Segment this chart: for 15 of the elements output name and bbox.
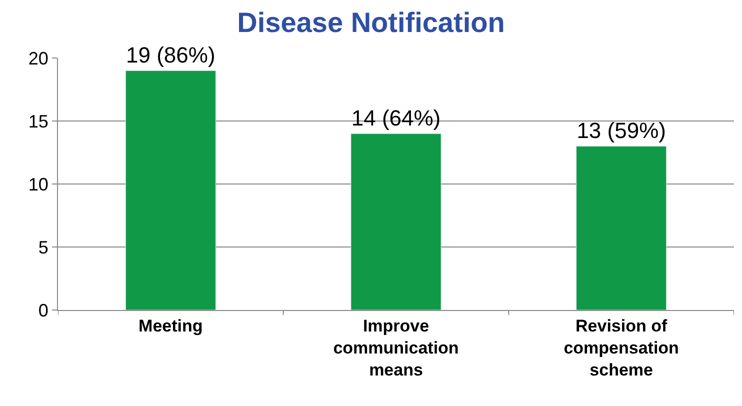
y-tick-label: 0 xyxy=(38,300,48,320)
chart-title: Disease Notification xyxy=(237,6,505,38)
y-tick-label: 10 xyxy=(28,174,48,194)
bar xyxy=(125,70,216,310)
bar xyxy=(350,133,442,310)
y-tick-label: 20 xyxy=(28,48,48,68)
bar xyxy=(576,146,667,310)
y-tick-label: 5 xyxy=(38,237,48,258)
data-label: 19 (86%) xyxy=(126,42,216,68)
x-tick-label: Meeting xyxy=(138,316,203,336)
x-tick-label: Improve communication means xyxy=(333,316,459,380)
y-tick-label: 15 xyxy=(28,111,48,132)
x-tick-label: Revision of compensation scheme xyxy=(564,316,679,380)
data-label: 14 (64%) xyxy=(351,106,441,131)
data-label: 13 (59%) xyxy=(576,118,666,144)
